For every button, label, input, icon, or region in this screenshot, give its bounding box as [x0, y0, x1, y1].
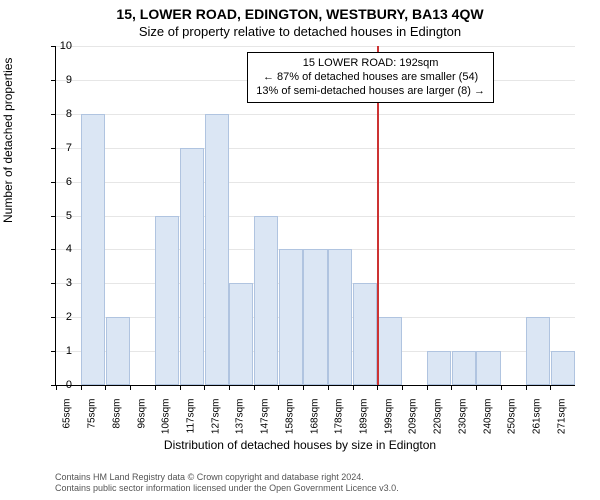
annotation-line-1: 15 LOWER ROAD: 192sqm	[256, 57, 485, 71]
x-tick-label: 127sqm	[210, 399, 221, 459]
x-tick-mark	[377, 385, 378, 390]
histogram-bar	[427, 351, 451, 385]
x-tick-mark	[451, 385, 452, 390]
annotation-box: 15 LOWER ROAD: 192sqm ← 87% of detached …	[247, 52, 494, 103]
gridline	[56, 114, 575, 115]
annotation-line-2: ← 87% of detached houses are smaller (54…	[256, 71, 485, 85]
x-tick-mark	[81, 385, 82, 390]
histogram-bar	[328, 249, 352, 385]
plot-area: 15 LOWER ROAD: 192sqm ← 87% of detached …	[55, 46, 575, 386]
x-tick-label: 261sqm	[531, 399, 542, 459]
x-tick-label: 117sqm	[185, 399, 196, 459]
histogram-bar	[378, 317, 402, 385]
y-tick-label: 3	[56, 277, 72, 289]
x-tick-mark	[402, 385, 403, 390]
y-tick-label: 4	[56, 243, 72, 255]
x-tick-label: 240sqm	[482, 399, 493, 459]
gridline	[56, 182, 575, 183]
x-tick-mark	[328, 385, 329, 390]
histogram-bar	[180, 148, 204, 385]
histogram-bar	[353, 283, 377, 385]
x-tick-mark	[204, 385, 205, 390]
y-tick-label: 1	[56, 345, 72, 357]
x-tick-mark	[353, 385, 354, 390]
x-tick-mark	[427, 385, 428, 390]
x-tick-label: 96sqm	[136, 399, 147, 459]
histogram-bar	[205, 114, 229, 385]
x-tick-label: 106sqm	[161, 399, 172, 459]
x-tick-label: 230sqm	[457, 399, 468, 459]
y-tick-label: 6	[56, 176, 72, 188]
x-tick-label: 65sqm	[62, 399, 73, 459]
histogram-bar	[476, 351, 500, 385]
x-tick-mark	[278, 385, 279, 390]
chart-subtitle: Size of property relative to detached ho…	[0, 24, 600, 39]
footer-text: Contains HM Land Registry data © Crown c…	[55, 472, 399, 495]
x-tick-mark	[130, 385, 131, 390]
x-tick-label: 271sqm	[556, 399, 567, 459]
histogram-bar	[81, 114, 105, 385]
x-tick-mark	[155, 385, 156, 390]
x-tick-mark	[303, 385, 304, 390]
x-tick-label: 86sqm	[111, 399, 122, 459]
histogram-bar	[229, 283, 253, 385]
histogram-bar	[155, 216, 179, 386]
histogram-bar	[254, 216, 278, 386]
x-tick-mark	[501, 385, 502, 390]
x-tick-label: 75sqm	[87, 399, 98, 459]
y-tick-label: 2	[56, 311, 72, 323]
y-tick-label: 0	[56, 379, 72, 391]
x-tick-label: 147sqm	[260, 399, 271, 459]
y-tick-label: 8	[56, 108, 72, 120]
histogram-bar	[303, 249, 327, 385]
x-tick-label: 178sqm	[334, 399, 345, 459]
annotation-line-3: 13% of semi-detached houses are larger (…	[256, 85, 485, 99]
x-tick-mark	[180, 385, 181, 390]
x-tick-mark	[105, 385, 106, 390]
x-tick-mark	[229, 385, 230, 390]
y-tick-label: 10	[56, 40, 72, 52]
chart-title: 15, LOWER ROAD, EDINGTON, WESTBURY, BA13…	[0, 6, 600, 22]
y-tick-label: 5	[56, 210, 72, 222]
x-tick-label: 189sqm	[358, 399, 369, 459]
x-tick-mark	[254, 385, 255, 390]
x-tick-mark	[476, 385, 477, 390]
y-axis-label: Number of detached properties	[1, 58, 15, 223]
x-tick-label: 250sqm	[507, 399, 518, 459]
x-tick-mark	[526, 385, 527, 390]
x-tick-label: 209sqm	[408, 399, 419, 459]
histogram-bar	[526, 317, 550, 385]
footer-line-2: Contains public sector information licen…	[55, 483, 399, 494]
histogram-bar	[551, 351, 575, 385]
x-tick-mark	[550, 385, 551, 390]
gridline	[56, 216, 575, 217]
x-tick-label: 199sqm	[383, 399, 394, 459]
footer-line-1: Contains HM Land Registry data © Crown c…	[55, 472, 399, 483]
chart-container: 15, LOWER ROAD, EDINGTON, WESTBURY, BA13…	[0, 0, 600, 500]
histogram-bar	[106, 317, 130, 385]
histogram-bar	[452, 351, 476, 385]
y-tick-label: 7	[56, 142, 72, 154]
y-tick-label: 9	[56, 74, 72, 86]
gridline	[56, 148, 575, 149]
x-tick-label: 220sqm	[433, 399, 444, 459]
x-tick-label: 158sqm	[284, 399, 295, 459]
x-tick-label: 137sqm	[235, 399, 246, 459]
gridline	[56, 46, 575, 47]
x-tick-label: 168sqm	[309, 399, 320, 459]
histogram-bar	[279, 249, 303, 385]
